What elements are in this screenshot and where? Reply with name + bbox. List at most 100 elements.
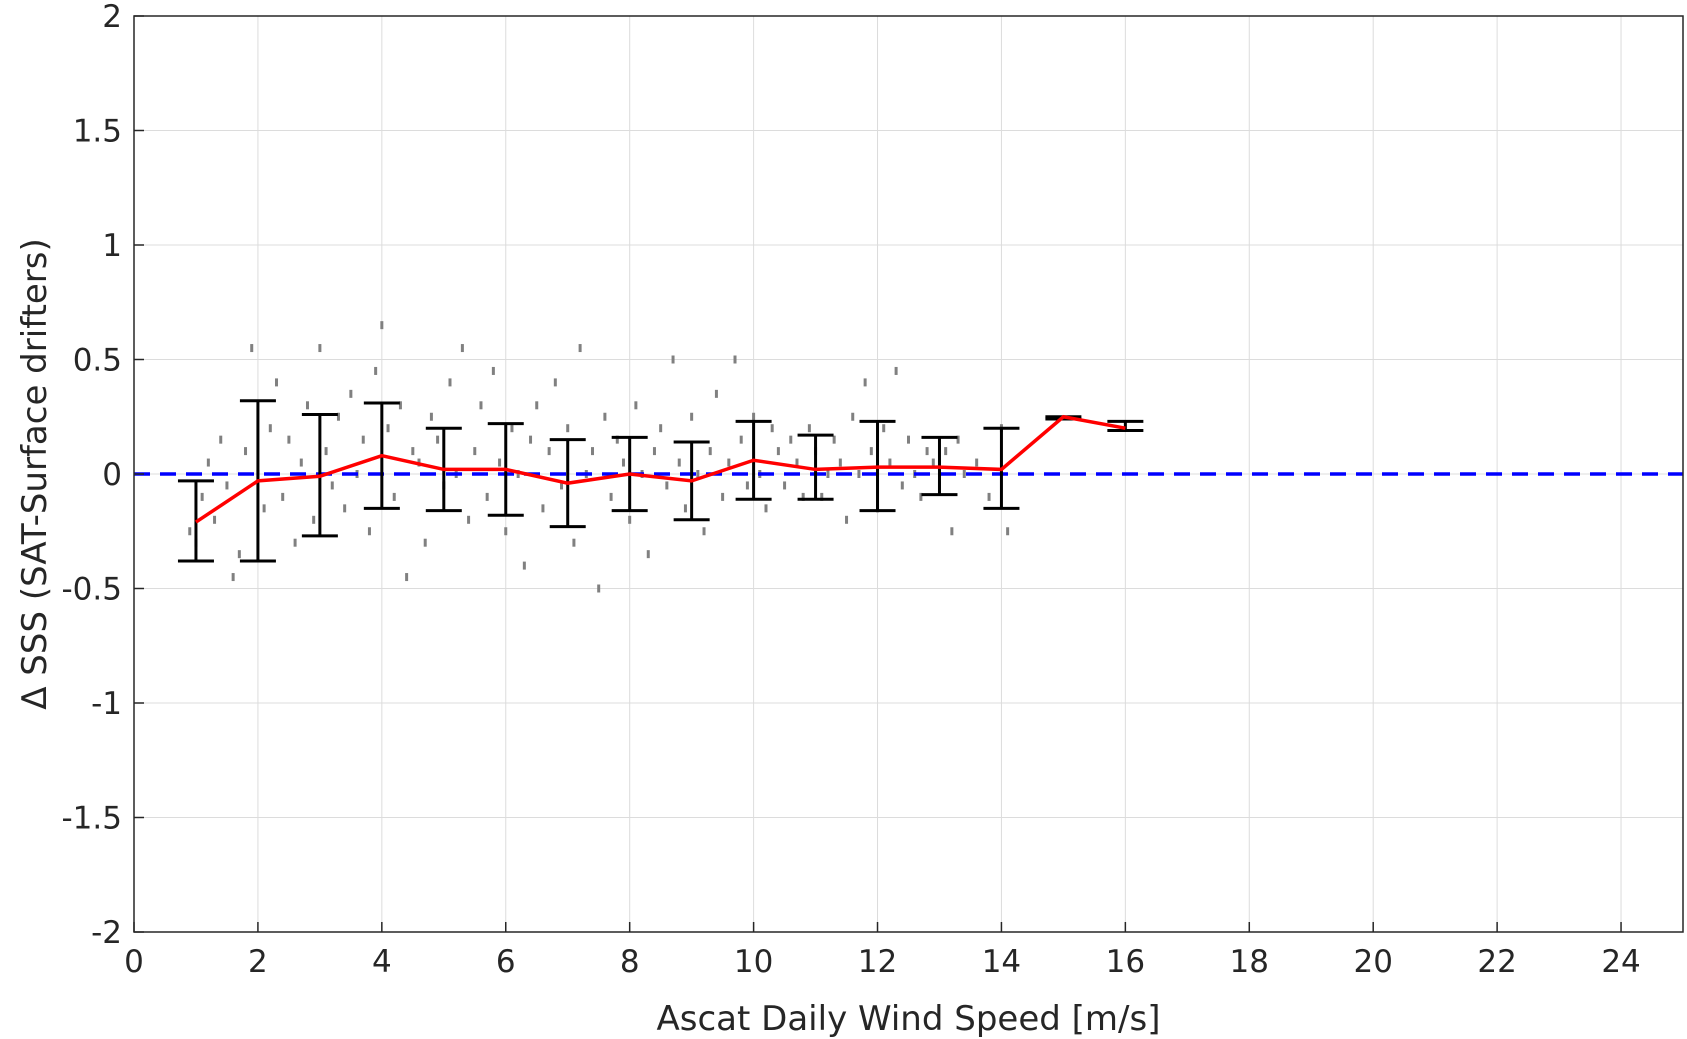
scatter-point xyxy=(504,527,508,536)
x-tick-label: 18 xyxy=(1230,944,1269,980)
scatter-point xyxy=(448,378,452,387)
scatter-point xyxy=(299,458,303,467)
scatter-point xyxy=(770,424,774,433)
scatter-point xyxy=(411,447,415,456)
scatter-point xyxy=(541,504,545,513)
scatter-point xyxy=(324,447,328,456)
scatter-point xyxy=(343,504,347,513)
x-tick-label: 14 xyxy=(982,944,1021,980)
scatter-point xyxy=(213,515,217,524)
scatter-point xyxy=(560,481,564,490)
scatter-point xyxy=(900,481,904,490)
scatter-point xyxy=(188,527,192,536)
mean-line xyxy=(194,414,1126,524)
scatter-point xyxy=(473,447,477,456)
scatter-point xyxy=(838,458,842,467)
x-tick-label: 6 xyxy=(496,944,516,980)
scatter-point xyxy=(863,378,867,387)
scatter-point xyxy=(566,424,570,433)
scatter-point xyxy=(820,492,824,501)
scatter-point xyxy=(621,458,625,467)
scatter-point xyxy=(652,447,656,456)
scatter-point xyxy=(529,435,533,444)
y-tick-label: 2 xyxy=(102,0,122,35)
scatter-point xyxy=(783,481,787,490)
scatter-point xyxy=(281,492,285,501)
y-tick-label: -1 xyxy=(91,686,122,722)
scatter-point xyxy=(764,504,768,513)
scatter-point xyxy=(795,458,799,467)
scatter-point xyxy=(919,492,923,501)
scatter-point xyxy=(225,481,229,490)
scatter-point xyxy=(349,389,353,398)
scatter-point xyxy=(578,344,582,353)
scatter-point xyxy=(312,515,316,524)
scatter-point xyxy=(727,458,731,467)
scatter-point xyxy=(888,458,892,467)
error-bars-layer xyxy=(177,399,1144,563)
scatter-point xyxy=(807,424,811,433)
scatter-point xyxy=(392,492,396,501)
scatter-point xyxy=(894,366,898,375)
scatter-point xyxy=(429,412,433,421)
scatter-point xyxy=(869,447,873,456)
scatter-point xyxy=(547,447,551,456)
x-tick-label: 20 xyxy=(1353,944,1392,980)
scatter-point xyxy=(361,435,365,444)
scatter-point xyxy=(262,504,266,513)
scatter-point xyxy=(553,378,557,387)
scatter-point xyxy=(615,435,619,444)
scatter-point xyxy=(956,435,960,444)
scatter-point xyxy=(714,389,718,398)
scatter-point xyxy=(708,447,712,456)
scatter-point xyxy=(857,470,861,478)
scatter-point xyxy=(374,366,378,375)
scatter-point xyxy=(832,435,836,444)
x-tick-label: 4 xyxy=(372,944,392,980)
scatter-point xyxy=(962,470,966,478)
x-tick-label: 10 xyxy=(734,944,773,980)
scatter-point xyxy=(237,550,241,559)
scatter-point xyxy=(975,458,979,467)
scatter-point xyxy=(733,355,737,364)
scatter-point xyxy=(336,412,340,421)
scatter-point xyxy=(231,573,235,582)
scatter-point xyxy=(776,447,780,456)
scatter-point xyxy=(367,527,371,536)
scatter-point xyxy=(659,424,663,433)
scatter-point xyxy=(671,355,675,364)
x-tick-label: 22 xyxy=(1477,944,1516,980)
scatter-point xyxy=(491,366,495,375)
scatter-point xyxy=(634,401,638,410)
scatter-point xyxy=(603,412,607,421)
scatter-point xyxy=(398,401,402,410)
x-axis-ticks: 0 2 4 6 8 10 12 14 16 18 20 22 24 xyxy=(124,922,1641,980)
scatter-point xyxy=(219,435,223,444)
scatter-point xyxy=(498,458,502,467)
scatter-point xyxy=(987,492,991,501)
scatter-point xyxy=(931,458,935,467)
scatter-point xyxy=(1006,527,1010,536)
scatter-point xyxy=(275,378,279,387)
scatter-point xyxy=(789,435,793,444)
scatter-point xyxy=(826,470,830,478)
x-tick-label: 2 xyxy=(248,944,268,980)
scatter-point xyxy=(535,401,539,410)
scatter-point xyxy=(882,424,886,433)
scatter-point xyxy=(405,573,409,582)
scatter-point xyxy=(287,435,291,444)
scatter-point xyxy=(510,424,514,433)
scatter-point xyxy=(206,458,210,467)
scatter-point xyxy=(907,435,910,444)
scatter-point xyxy=(423,538,427,547)
scatter-point xyxy=(591,447,595,456)
scatter-point xyxy=(244,447,248,456)
scatter-point xyxy=(950,527,954,536)
x-tick-label: 16 xyxy=(1106,944,1145,980)
y-tick-label: -2 xyxy=(91,915,122,951)
x-tick-label: 0 xyxy=(124,944,144,980)
x-tick-label: 24 xyxy=(1601,944,1640,980)
scatter-point xyxy=(522,561,526,570)
scatter-point xyxy=(739,435,743,444)
